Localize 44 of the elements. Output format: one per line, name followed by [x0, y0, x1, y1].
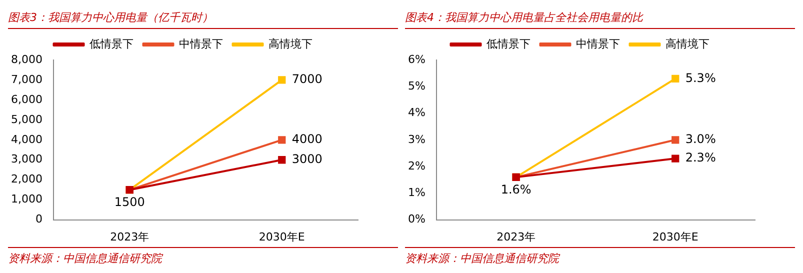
- data-label: 5.3%: [685, 70, 716, 85]
- legend-label: 中情景下: [576, 37, 620, 50]
- point: [672, 136, 680, 144]
- y-tick-label: 6%: [408, 52, 426, 66]
- chart-title: 图表4：我国算力中心用电量占全社会用电量的比: [405, 8, 795, 29]
- y-tick-label: 2,000: [10, 172, 42, 186]
- x-tick-label: 2023年: [110, 230, 150, 244]
- legend-label: 低情景下: [486, 37, 530, 50]
- y-tick-label: 4,000: [10, 132, 42, 146]
- x-tick-label: 2030年E: [652, 230, 698, 244]
- point: [278, 76, 286, 84]
- data-label: 4000: [292, 132, 322, 146]
- y-tick-label: 3,000: [10, 152, 42, 166]
- y-tick-label: 1,000: [10, 192, 42, 206]
- y-tick-label: 0%: [408, 212, 426, 226]
- data-label: 1.6%: [500, 182, 532, 196]
- point: [278, 156, 286, 164]
- y-tick-label: 5%: [408, 79, 426, 92]
- y-tick-label: 2%: [408, 159, 426, 172]
- legend-label: 低情景下: [89, 37, 134, 50]
- text: 资料来源：中国信息通信研究院: [8, 247, 398, 266]
- y-tick-label: 0: [35, 212, 42, 226]
- data-label: 3000: [292, 152, 322, 166]
- point: [672, 74, 680, 82]
- data-label: 1500: [114, 194, 145, 209]
- y-tick-label: 4%: [408, 106, 426, 120]
- text: 资料来源：中国信息通信研究院: [405, 247, 795, 266]
- y-tick-label: 7,000: [10, 72, 42, 86]
- data-label: 7000: [292, 72, 322, 86]
- point: [672, 154, 680, 162]
- y-tick-label: 3%: [408, 132, 426, 146]
- legend-label: 高情境下: [268, 37, 312, 50]
- data-label: 3.0%: [685, 132, 716, 146]
- y-tick-label: 1%: [408, 186, 426, 200]
- legend-label: 中情景下: [178, 37, 223, 50]
- x-tick-label: 2023年: [496, 230, 536, 244]
- y-tick-label: 8,000: [10, 52, 42, 66]
- point: [278, 136, 286, 144]
- y-tick-label: 5,000: [10, 112, 42, 126]
- legend-label: 高情境下: [665, 37, 710, 50]
- chart-title: 图表3：我国算力中心用电量（亿千瓦时）: [8, 8, 398, 29]
- y-tick-label: 6,000: [10, 92, 42, 106]
- data-label: 2.3%: [685, 150, 716, 165]
- x-tick-label: 2030年E: [258, 230, 305, 244]
